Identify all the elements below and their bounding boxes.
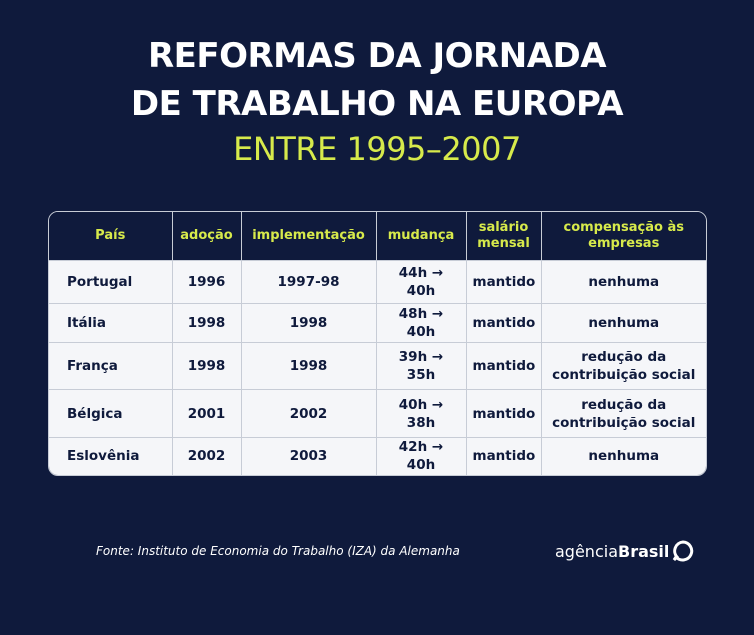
table-cell: 39h → 35h — [376, 342, 467, 390]
table-cell: 2002 — [241, 389, 377, 438]
logo-icon — [673, 540, 694, 562]
table-cell: França — [49, 342, 173, 390]
table-row: Eslovênia 2002 2003 42h → 40h mantido nenhuma — [49, 437, 706, 475]
table-row: França 1998 1998 39h → 35h mantido redução da… — [49, 342, 706, 390]
table-cell: 44h → 40h — [376, 260, 467, 304]
table-cell: redução da contribuição social — [541, 389, 706, 438]
table-cell: mantido — [466, 437, 542, 475]
table-cell: 42h → 40h — [376, 437, 467, 475]
table-cell: 1998 — [241, 303, 377, 343]
table-row: Portugal 1996 1997-98 44h → 40h mantido nenhu… — [49, 260, 706, 304]
table-cell: 1998 — [172, 342, 242, 390]
column-header: mudança — [376, 212, 467, 261]
title-line: REFORMAS DA JORNADA — [147, 36, 607, 76]
table-cell: redução da contribuição social — [541, 342, 706, 390]
table-cell: mantido — [466, 303, 542, 343]
title-line: DE TRABALHO NA EUROPA — [130, 84, 624, 124]
table-cell: 48h → 40h — [376, 303, 467, 343]
table-cell: 1996 — [172, 260, 242, 304]
table-cell: 1998 — [172, 303, 242, 343]
column-header: implementação — [241, 212, 377, 261]
table-cell: Itália — [49, 303, 173, 343]
table-body: Portugal 1996 1997-98 44h → 40h mantido nenhu… — [49, 260, 706, 475]
table-cell: mantido — [466, 260, 542, 304]
table-cell: nenhuma — [541, 260, 706, 304]
table-cell: 1997-98 — [241, 260, 377, 304]
table-cell: Eslovênia — [49, 437, 173, 475]
table-cell: 2001 — [172, 389, 242, 438]
table-cell: 40h → 38h — [376, 389, 467, 438]
column-header: salário mensal — [466, 212, 542, 261]
column-header: adoção — [172, 212, 242, 261]
column-header: compensação às empresas — [541, 212, 706, 261]
column-header: País — [49, 212, 173, 261]
header-row: País adoção implementação mudança salário me… — [49, 212, 706, 261]
table-cell: mantido — [466, 389, 542, 438]
table-container: País adoção implementação mudança salário me… — [48, 211, 707, 476]
table: País adoção implementação mudança salário me… — [49, 212, 706, 475]
table-row: Itália 1998 1998 48h → 40h mantido nenhuma — [49, 303, 706, 343]
logo-bold: Brasil — [618, 541, 670, 561]
table-cell: nenhuma — [541, 437, 706, 475]
logo-light: agência — [555, 541, 618, 561]
table-cell: nenhuma — [541, 303, 706, 343]
table-cell: 2003 — [241, 437, 377, 475]
subtitle: ENTRE 1995–2007 — [233, 130, 521, 168]
source: Fonte: Instituto de Economia do Trabalho… — [96, 544, 460, 558]
logo: agência Brasil — [555, 540, 694, 562]
table-cell: Portugal — [49, 260, 173, 304]
table-cell: mantido — [466, 342, 542, 390]
table-row: Bélgica 2001 2002 40h → 38h mantido redução d… — [49, 389, 706, 438]
table-cell: 2002 — [172, 437, 242, 475]
table-cell: 1998 — [241, 342, 377, 390]
table-cell: Bélgica — [49, 389, 173, 438]
